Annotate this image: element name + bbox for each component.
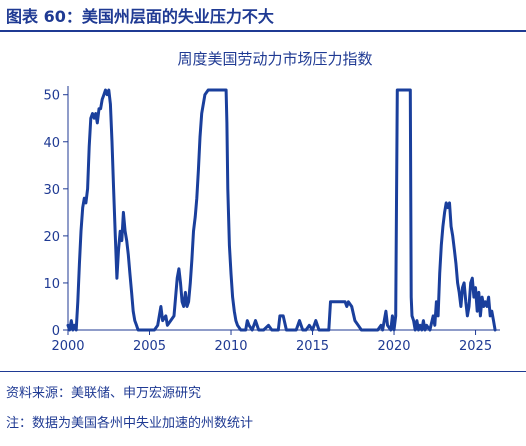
- x-tick-label: 2015: [296, 339, 329, 354]
- y-tick-label: 20: [43, 230, 60, 245]
- source-note: 资料来源：美联储、申万宏源研究: [6, 386, 202, 401]
- footnote: 注：数据为美国各州中失业加速的州数统计: [6, 416, 254, 431]
- series-line-0: [66, 88, 497, 332]
- axes: 0 10 20 30 40 50 2000 2005 2010 2015 2020 2025: [43, 86, 500, 354]
- chart-title: 周度美国劳动力市场压力指数: [177, 50, 372, 68]
- x-tick-label: 2025: [459, 339, 492, 354]
- figure-title: 图表 60：美国州层面的失业压力不大: [6, 7, 274, 26]
- x-tick-label: 2010: [214, 339, 247, 354]
- footer-divider: [0, 371, 526, 372]
- title-divider: [0, 30, 526, 32]
- chart: 周度美国劳动力市场压力指数 0 10 20 30 40 50 2000 2005 2010 201…: [43, 50, 500, 354]
- x-tick-label: 2005: [133, 339, 166, 354]
- y-tick-label: 10: [43, 277, 60, 292]
- y-tick-label: 30: [43, 183, 60, 198]
- x-tick-label: 2000: [51, 339, 84, 354]
- plot-area: [66, 88, 497, 332]
- x-tick-label: 2020: [377, 339, 410, 354]
- y-tick-label: 40: [43, 136, 60, 151]
- y-tick-label: 0: [52, 324, 60, 339]
- y-tick-label: 50: [43, 89, 60, 104]
